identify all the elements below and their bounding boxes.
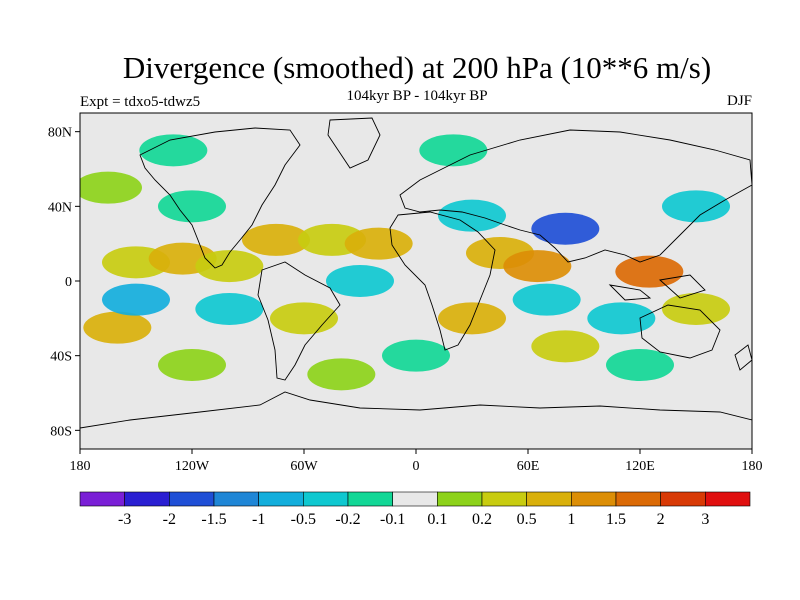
colorbar-label: 0.2 — [472, 511, 492, 528]
field-blob — [158, 190, 226, 223]
field-blob — [503, 250, 572, 283]
lat-tick-label: 40S — [50, 350, 72, 365]
field-blob — [615, 255, 684, 288]
colorbar-label: -1 — [252, 511, 265, 528]
lat-tick-label: 80N — [48, 126, 72, 141]
field-blob — [326, 265, 394, 297]
colorbar-swatch — [571, 491, 617, 507]
field-blob — [531, 330, 600, 363]
field-blob — [662, 190, 730, 223]
field-blob — [587, 302, 656, 335]
experiment-label: Expt = tdxo5-tdwz5 — [80, 94, 201, 110]
colorbar-swatch — [213, 491, 259, 507]
lon-tick-label: 180 — [742, 459, 763, 474]
field-blob — [307, 358, 376, 391]
field-blob — [531, 212, 600, 245]
lon-tick-label: 0 — [413, 459, 420, 474]
field-blob — [344, 227, 413, 260]
season-label: DJF — [726, 93, 752, 109]
coastlines — [80, 117, 752, 429]
field-blob — [195, 293, 264, 325]
lon-tick-label: 120W — [175, 459, 210, 474]
colorbar-swatch — [660, 491, 706, 507]
field-blob — [80, 171, 142, 204]
colorbar-swatch — [124, 491, 170, 507]
colorbar-label: 3 — [701, 511, 709, 528]
field-blob — [512, 283, 581, 316]
colorbar-label: 0.1 — [427, 511, 447, 528]
lon-tick-label: 60E — [517, 459, 540, 474]
latitude-ticks: 80N 40N 0 40S 80S — [48, 126, 80, 439]
field-blob — [242, 223, 310, 256]
field-blob — [102, 283, 170, 316]
colorbar-label: -2 — [163, 511, 176, 528]
colorbar: -3 -2 -1.5 -1 -0.5 -0.2 -0.1 0.1 0.2 0.5 1 1.5 2 3 — [79, 491, 751, 528]
field-blob — [139, 134, 208, 167]
lon-tick-label: 60W — [290, 459, 318, 474]
field-blob — [438, 199, 506, 232]
colorbar-swatch — [526, 491, 572, 507]
longitude-ticks: 180 120W 60W 0 60E 120E 180 — [70, 449, 763, 474]
field-blob — [158, 349, 226, 381]
colorbar-swatch — [615, 491, 661, 507]
colorbar-swatch — [347, 491, 393, 507]
colorbar-label: -0.1 — [380, 511, 405, 528]
field-blob — [83, 311, 152, 344]
map-subtitle: 104kyr BP - 104kyr BP — [346, 88, 488, 104]
lat-tick-label: 80S — [50, 424, 72, 439]
colorbar-label: 1.5 — [606, 511, 626, 528]
lon-tick-label: 180 — [70, 459, 91, 474]
colorbar-swatch — [437, 491, 483, 507]
colorbar-label: -0.5 — [291, 511, 316, 528]
colorbar-label: 2 — [657, 511, 665, 528]
colorbar-label: -0.2 — [335, 511, 360, 528]
field-blob — [382, 339, 450, 372]
colorbar-swatch — [481, 491, 527, 507]
colorbar-swatch — [392, 491, 438, 507]
map-title: Divergence (smoothed) at 200 hPa (10**6 … — [122, 50, 712, 85]
field-blob — [419, 134, 488, 167]
colorbar-swatch — [705, 491, 751, 507]
lat-tick-label: 40N — [48, 200, 72, 215]
lat-tick-label: 0 — [65, 275, 72, 290]
colorbar-label: -3 — [118, 511, 131, 528]
colorbar-swatch — [258, 491, 304, 507]
field-blob — [438, 302, 506, 335]
colorbar-swatch — [303, 491, 349, 507]
field-blob — [195, 250, 264, 283]
field-blob — [606, 349, 674, 381]
divergence-field — [80, 134, 730, 391]
colorbar-swatch — [169, 491, 215, 507]
colorbar-label: 1 — [567, 511, 575, 528]
colorbar-label: -1.5 — [201, 511, 226, 528]
lon-tick-label: 120E — [625, 459, 655, 474]
colorbar-label: 0.5 — [517, 511, 537, 528]
colorbar-swatch — [79, 491, 125, 507]
